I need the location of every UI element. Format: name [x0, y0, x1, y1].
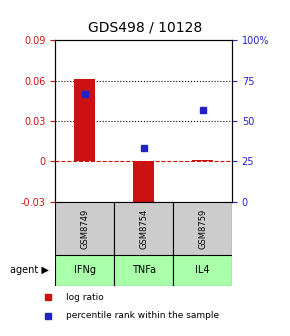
Text: log ratio: log ratio [66, 293, 103, 302]
Text: GDS498 / 10128: GDS498 / 10128 [88, 20, 202, 34]
Text: GSM8754: GSM8754 [139, 208, 148, 249]
Bar [133, 161, 154, 210]
Bar [114, 255, 173, 286]
Text: IFNg: IFNg [74, 265, 96, 276]
Text: agent ▶: agent ▶ [10, 265, 49, 276]
Bar [74, 79, 95, 161]
Text: TNFa: TNFa [132, 265, 155, 276]
Bar [55, 202, 114, 255]
Bar [192, 160, 213, 161]
Bar [173, 255, 232, 286]
Text: GSM8749: GSM8749 [80, 208, 89, 249]
Text: percentile rank within the sample: percentile rank within the sample [66, 311, 219, 320]
Text: GSM8759: GSM8759 [198, 208, 207, 249]
Bar [55, 255, 114, 286]
Bar [173, 202, 232, 255]
Text: IL4: IL4 [195, 265, 210, 276]
Bar [114, 202, 173, 255]
